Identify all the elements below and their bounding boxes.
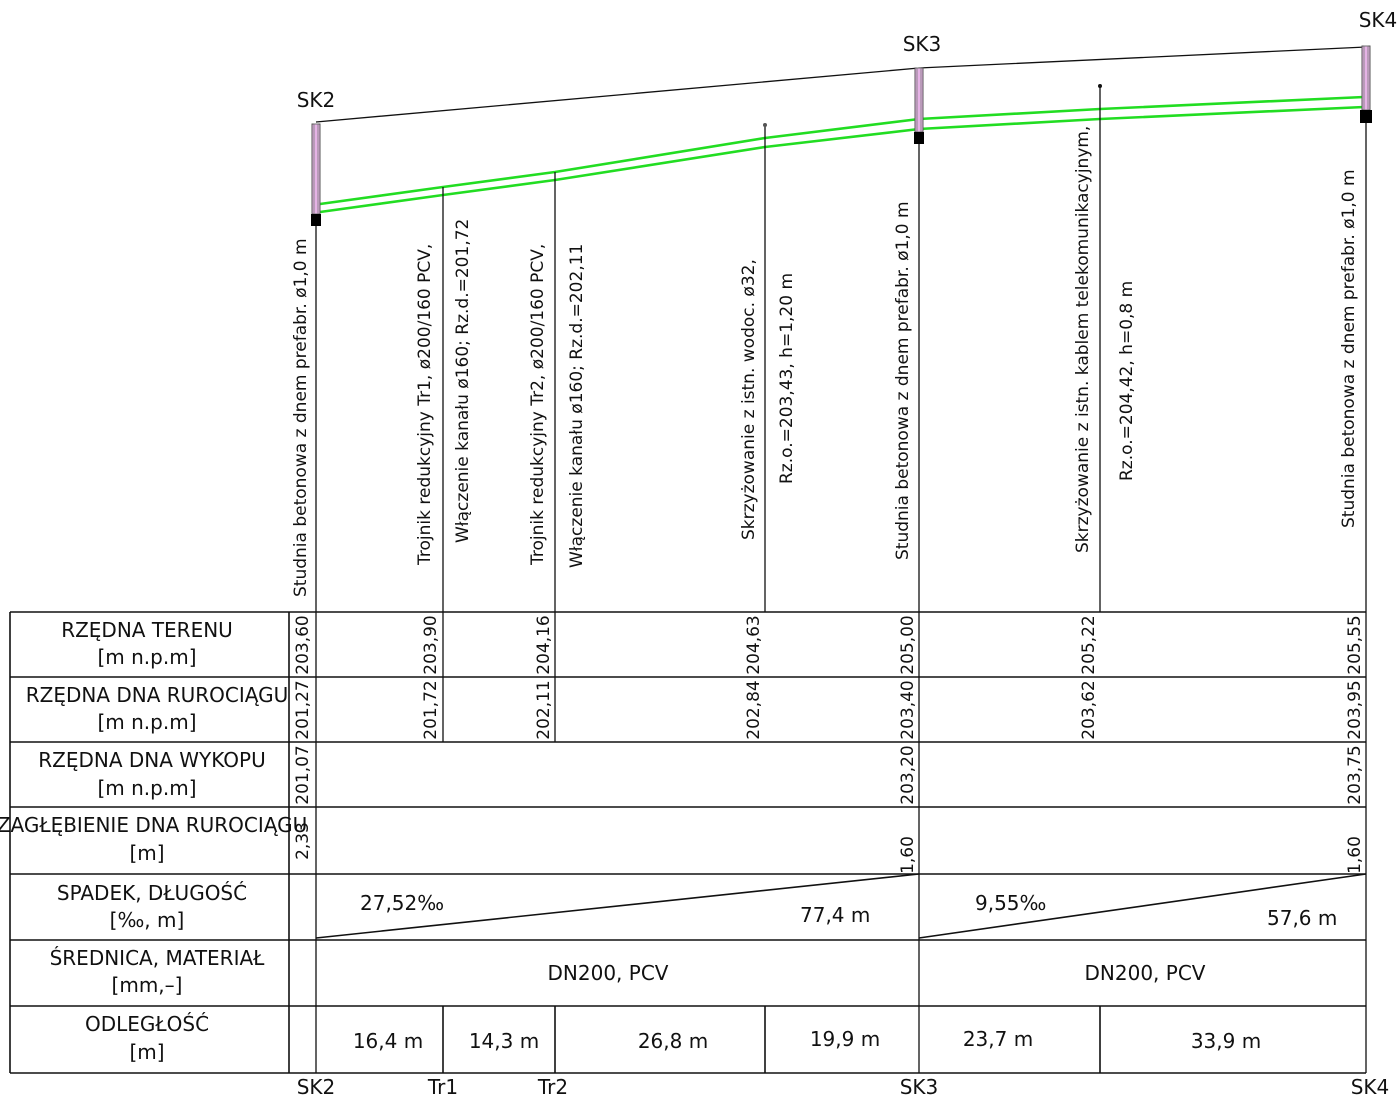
distance-value: 23,7 m xyxy=(963,1027,1033,1051)
annot-sk4: Studnia betonowa z dnem prefabr. ø1,0 m xyxy=(1339,169,1359,528)
pipe-bottom-values: 201,27 201,72 202,11 202,84 203,40 203,6… xyxy=(293,680,1365,739)
row-depth-l2: [m] xyxy=(129,841,164,865)
label-sk2-top: SK2 xyxy=(297,88,336,112)
distance-value: 19,9 m xyxy=(810,1027,880,1051)
trench-bottom-value: 203,75 xyxy=(1345,745,1365,804)
annot-tr1: Trojnik redukcyjny Tr1, ø200/160 PCV, xyxy=(415,244,435,566)
slope-1-length: 77,4 m xyxy=(800,903,870,927)
terrain-values: 203,60 203,90 204,16 204,63 205,00 205,2… xyxy=(293,615,1365,674)
bottom-station-labels: SK2 Tr1 Tr2 SK3 SK4 xyxy=(297,1075,1390,1097)
distance-value: 33,9 m xyxy=(1191,1029,1261,1053)
profile-table xyxy=(9,611,1367,1074)
row-pipe-l2: [m n.p.m] xyxy=(97,710,196,734)
annot-tr1-conn: Włączenie kanału ø160; Rz.d.=201,72 xyxy=(453,219,473,543)
trench-bottom-value: 203,20 xyxy=(898,745,918,804)
bottom-label-tr2: Tr2 xyxy=(537,1075,568,1097)
row-slope-l1: SPADEK, DŁUGOŚĆ xyxy=(57,881,247,905)
pipe-line-bottom xyxy=(319,105,1365,214)
diameter-1: DN200, PCV xyxy=(548,961,669,985)
annot-sk2: Studnia betonowa z dnem prefabr. ø1,0 m xyxy=(291,238,311,597)
row-pipe-l1: RZĘDNA DNA RUROCIĄGU xyxy=(26,683,289,707)
label-sk3-top: SK3 xyxy=(903,32,942,56)
pipe-bottom-value: 202,11 xyxy=(534,680,554,739)
distance-value: 26,8 m xyxy=(638,1029,708,1053)
row-terrain-l2: [m n.p.m] xyxy=(97,645,196,669)
manhole-sk3 xyxy=(914,67,924,144)
depth-value: 1,60 xyxy=(1345,836,1365,874)
terrain-value: 205,55 xyxy=(1345,615,1365,674)
water-crossing-marker xyxy=(763,123,767,127)
row-trench-l1: RZĘDNA DNA WYKOPU xyxy=(38,748,266,772)
pipe-bottom-value: 202,84 xyxy=(744,680,764,739)
bottom-label-sk4: SK4 xyxy=(1351,1075,1390,1097)
row-slope-l2: [‰, m] xyxy=(110,908,185,932)
annot-tr2-conn: Włączenie kanału ø160; Rz.d.=202,11 xyxy=(567,244,587,568)
terrain-value: 204,63 xyxy=(744,615,764,674)
depth-value: 1,60 xyxy=(898,836,918,874)
row-terrain-l1: RZĘDNA TERENU xyxy=(61,618,233,642)
vertical-leaders xyxy=(315,85,1367,1073)
trench-bottom-values: 201,07 203,20 203,75 xyxy=(293,745,1365,804)
row-trench-l2: [m n.p.m] xyxy=(97,776,196,800)
terrain-value: 205,22 xyxy=(1079,615,1099,674)
terrain-value: 204,16 xyxy=(534,615,554,674)
pipe-bottom-value: 203,95 xyxy=(1345,680,1365,739)
annot-water-rz: Rz.o.=203,43, h=1,20 m xyxy=(777,273,797,484)
pipe-bottom-value: 203,40 xyxy=(898,680,918,739)
annot-sk3: Studnia betonowa z dnem prefabr. ø1,0 m xyxy=(893,201,913,560)
row-distance-l1: ODLEGŁOŚĆ xyxy=(85,1012,209,1036)
slope-2-percent: 9,55‰ xyxy=(975,891,1046,915)
row-diameter-l2: [mm,–] xyxy=(112,973,183,997)
annot-cable-rz: Rz.o.=204,42, h=0,8 m xyxy=(1117,281,1137,481)
diameter-2: DN200, PCV xyxy=(1085,961,1206,985)
annot-tr2: Trojnik redukcyjny Tr2, ø200/160 PCV, xyxy=(528,244,548,566)
bottom-label-sk2: SK2 xyxy=(297,1075,336,1097)
depth-values: 2,33 1,60 1,60 xyxy=(293,822,1365,874)
slope-2-length: 57,6 m xyxy=(1267,906,1337,930)
manhole-sk4 xyxy=(1360,45,1372,123)
row-depth-l1: ZAGŁĘBIENIE DNA RUROCIĄGU xyxy=(0,813,307,837)
annot-cable: Skrzyżowanie z istn. kablem telekomunika… xyxy=(1073,126,1093,553)
terrain-value: 205,00 xyxy=(898,615,918,674)
distance-value: 16,4 m xyxy=(353,1029,423,1053)
label-sk4-top: SK4 xyxy=(1359,8,1398,32)
depth-value: 2,33 xyxy=(293,822,313,860)
terrain-value: 203,90 xyxy=(421,615,441,674)
terrain-value: 203,60 xyxy=(293,615,313,674)
trench-bottom-value: 201,07 xyxy=(293,745,313,804)
row-distance-l2: [m] xyxy=(129,1040,164,1064)
pipe-bottom-value: 201,72 xyxy=(421,680,441,739)
row-labels: RZĘDNA TERENU [m n.p.m] RZĘDNA DNA RUROC… xyxy=(0,618,307,1064)
cable-crossing-marker xyxy=(1098,84,1102,88)
terrain-line xyxy=(315,46,1367,123)
distance-value: 14,3 m xyxy=(469,1029,539,1053)
annot-water: Skrzyżowanie z istn. wodoc. ø32, xyxy=(739,259,759,540)
pipe-bottom-value: 201,27 xyxy=(293,680,313,739)
manhole-sk2 xyxy=(311,123,321,226)
bottom-label-sk3: SK3 xyxy=(900,1075,939,1097)
pipe-bottom-value: 203,62 xyxy=(1079,680,1099,739)
row-diameter-l1: ŚREDNICA, MATERIAŁ xyxy=(50,946,266,970)
bottom-label-tr1: Tr1 xyxy=(427,1075,458,1097)
slope-1-percent: 27,52‰ xyxy=(360,891,444,915)
distance-values: 16,4 m 14,3 m 26,8 m 19,9 m 23,7 m 33,9 … xyxy=(353,1027,1261,1053)
